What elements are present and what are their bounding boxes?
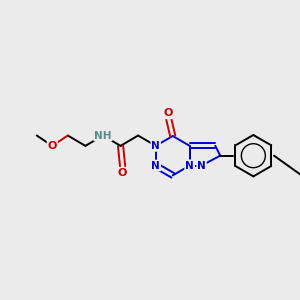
Text: NH: NH [94, 130, 112, 140]
Text: O: O [118, 168, 127, 178]
Text: O: O [164, 108, 173, 118]
Text: N: N [197, 160, 206, 170]
Text: N: N [185, 160, 194, 170]
Text: N: N [185, 160, 194, 170]
Text: N: N [152, 141, 160, 151]
Text: N: N [152, 160, 160, 170]
Text: O: O [48, 141, 57, 151]
